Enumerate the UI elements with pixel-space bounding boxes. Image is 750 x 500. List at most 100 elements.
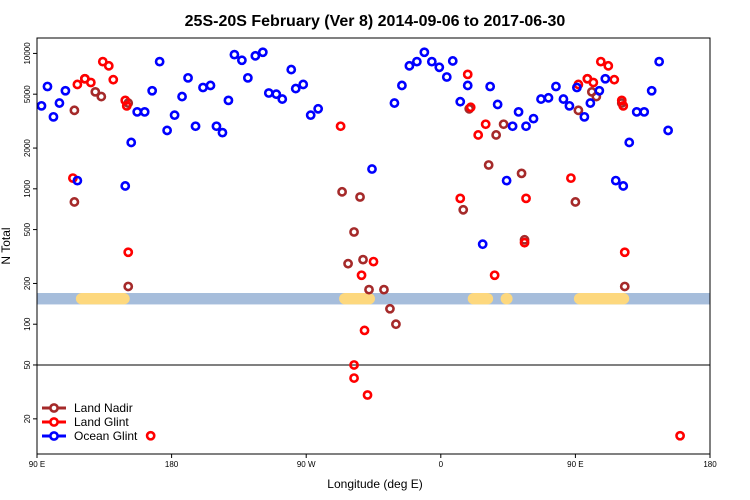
y-axis-label: N Total [0, 227, 13, 264]
data-point [519, 237, 530, 248]
data-point [123, 281, 134, 292]
data-point [367, 164, 377, 174]
data-point [257, 47, 268, 58]
data-point [441, 72, 452, 82]
data-point [492, 99, 503, 110]
land-band-segment [467, 293, 494, 305]
data-point [391, 319, 401, 330]
data-point [579, 111, 590, 122]
data-point [72, 79, 83, 90]
data-point [250, 50, 261, 61]
data-point [211, 121, 222, 132]
data-point [570, 197, 581, 207]
legend-label-land-nadir: Land Nadir [74, 401, 133, 415]
data-point [36, 100, 47, 111]
data-point [379, 284, 389, 295]
data-point [585, 98, 596, 108]
data-point [169, 110, 180, 121]
data-point [217, 127, 228, 138]
x-tick-label: 0 [439, 460, 444, 469]
y-tick-label: 100 [23, 317, 32, 331]
data-point [183, 72, 193, 83]
legend: Land Nadir Land Glint Ocean Glint [42, 401, 138, 443]
data-point [573, 105, 584, 116]
x-tick-label: 180 [703, 460, 717, 469]
data-point [619, 247, 630, 258]
data-point [343, 258, 353, 269]
data-point [154, 56, 165, 67]
land-band-segment [500, 293, 513, 305]
data-point [223, 95, 234, 106]
series-land-glint [67, 56, 685, 441]
data-point [96, 91, 107, 102]
chart-title: 25S-20S February (Ver 8) 2014-09-06 to 2… [185, 13, 566, 30]
data-point [639, 106, 650, 117]
data-point [485, 81, 496, 92]
plot-background [37, 38, 710, 454]
data-point [588, 77, 599, 88]
data-point [42, 81, 53, 92]
data-point [123, 247, 134, 258]
data-point [69, 105, 80, 116]
data-point [385, 303, 395, 314]
data-point [624, 137, 635, 148]
data-point [619, 281, 630, 292]
data-point [85, 77, 96, 88]
data-point [566, 173, 576, 183]
data-point [335, 121, 346, 132]
data-point [48, 111, 59, 122]
data-point [618, 181, 629, 191]
data-point [491, 130, 502, 140]
data-point [419, 47, 430, 58]
data-point [462, 69, 473, 80]
data-point [54, 98, 65, 108]
data-point [507, 121, 518, 132]
data-point [389, 98, 400, 108]
y-tick-label: 1000 [23, 179, 32, 197]
data-point [356, 270, 367, 281]
data-point [120, 95, 131, 106]
data-point [489, 270, 500, 281]
data-point [397, 80, 407, 91]
data-point [473, 130, 484, 140]
data-point [290, 83, 301, 94]
data-point [90, 86, 101, 97]
y-tick-label: 200 [23, 276, 32, 290]
data-point [298, 79, 309, 90]
data-point [120, 181, 131, 191]
data-point [286, 64, 297, 75]
data-point [229, 49, 240, 60]
data-point [126, 137, 137, 148]
data-point [147, 85, 158, 96]
data-point [465, 102, 476, 113]
data-point [528, 113, 539, 124]
data-point [455, 193, 466, 204]
data-point [516, 168, 527, 179]
data-point [521, 193, 531, 204]
data-point [364, 284, 374, 295]
y-tick-label: 10000 [23, 42, 32, 65]
data-point [358, 254, 368, 265]
data-point [603, 60, 614, 71]
land-ocean-band [37, 293, 710, 305]
points [36, 47, 685, 441]
data-point [426, 56, 437, 67]
data-point [60, 85, 71, 96]
x-tick-label: 90 E [29, 460, 45, 469]
y-ticks: 20 50 100 200 500 1000 2000 5000 10000 [23, 42, 37, 423]
data-point [362, 390, 373, 400]
data-point [498, 119, 509, 130]
data-point [462, 80, 473, 91]
data-point [521, 121, 531, 132]
series-ocean-glint [36, 47, 674, 250]
y-tick-label: 2000 [23, 139, 32, 157]
data-point [483, 160, 494, 170]
data-point [305, 110, 316, 121]
legend-marker-ocean-glint [49, 431, 59, 441]
x-tick-label: 180 [165, 460, 179, 469]
data-point [337, 186, 347, 197]
data-point [675, 430, 685, 441]
data-point [618, 100, 629, 111]
y-tick-label: 20 [23, 414, 32, 423]
